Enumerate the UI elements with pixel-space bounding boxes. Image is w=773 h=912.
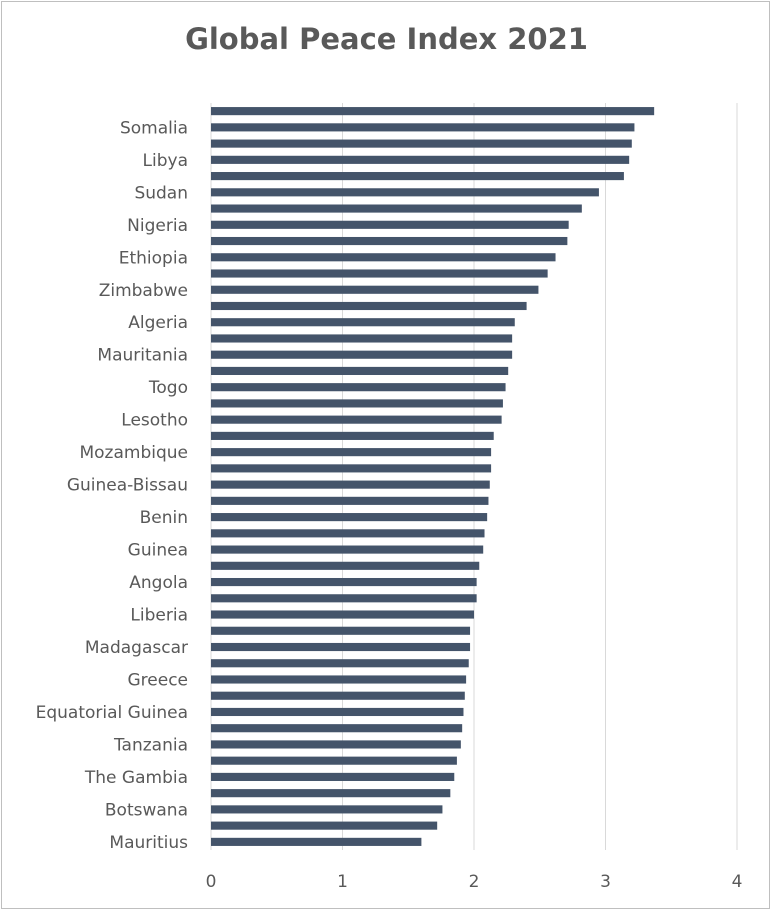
category-label: Lesotho: [121, 411, 188, 431]
category-label: Benin: [140, 508, 188, 528]
bar: [211, 642, 471, 652]
bar: [211, 334, 513, 343]
bar: [211, 496, 489, 505]
bar: [211, 155, 630, 164]
bar: [211, 691, 465, 700]
bar: [211, 740, 461, 749]
bar: [211, 236, 568, 246]
category-label: Mauritania: [97, 346, 188, 366]
category-label: Sudan: [134, 183, 188, 203]
x-tick-label: 4: [732, 872, 743, 892]
bar: [211, 204, 582, 213]
bar: [211, 821, 438, 830]
category-label: Guinea: [128, 541, 188, 561]
category-label: Togo: [148, 378, 188, 398]
bar: [211, 772, 455, 781]
bar: [211, 383, 506, 392]
category-label: Guinea-Bissau: [67, 476, 188, 496]
bar: [211, 269, 548, 278]
bar: [211, 188, 599, 197]
category-label: Botswana: [105, 800, 188, 820]
bar: [211, 577, 477, 587]
bar: [211, 659, 469, 668]
bar: [211, 529, 485, 538]
bar: [211, 724, 463, 733]
category-label: Greece: [127, 670, 188, 690]
category-label: Mauritius: [109, 833, 188, 853]
category-label: Tanzania: [113, 735, 188, 755]
category-label: Zimbabwe: [99, 281, 188, 301]
bar: [211, 464, 492, 473]
x-tick-label: 1: [337, 872, 348, 892]
gridlines: [210, 103, 738, 850]
category-label: Equatorial Guinea: [36, 703, 188, 723]
bar: [211, 366, 509, 376]
category-label: Angola: [129, 573, 188, 593]
bar: [211, 253, 556, 262]
bar: [211, 545, 484, 554]
bar: [211, 626, 471, 635]
bar: [211, 707, 464, 717]
bar: [211, 837, 422, 846]
category-label: Algeria: [128, 313, 188, 333]
bar: [211, 172, 624, 181]
bar: [211, 220, 569, 229]
category-label: Ethiopia: [119, 248, 188, 268]
x-tick-label: 0: [206, 872, 217, 892]
bar: [211, 318, 515, 327]
bar: [211, 610, 474, 619]
category-label: The Gambia: [84, 768, 188, 788]
bars: [211, 107, 655, 846]
bar: [211, 789, 451, 798]
category-label: Madagascar: [85, 638, 188, 658]
bar: [211, 561, 480, 570]
chart-title: Global Peace Index 2021: [185, 22, 588, 56]
category-label: Nigeria: [127, 216, 188, 236]
x-tick-label: 3: [600, 872, 611, 892]
category-labels: Somalia Libya Sudan Nigeria Ethiopia Zimbabwe…: [36, 118, 189, 853]
bar: [211, 513, 488, 522]
bar: [211, 285, 539, 294]
category-label: Libya: [143, 151, 188, 171]
bar: [211, 756, 457, 765]
x-tick-label: 2: [469, 872, 480, 892]
bar: [211, 480, 490, 489]
bar: [211, 350, 513, 359]
category-label: Somalia: [120, 118, 188, 138]
bar: [211, 415, 502, 424]
bar: [211, 675, 467, 684]
bar: [211, 301, 527, 311]
bar: [211, 594, 477, 603]
bar: [211, 139, 632, 148]
bar: [211, 399, 503, 408]
x-axis-tick-labels: 0 1 2 3 4: [206, 872, 743, 892]
bar: [211, 107, 655, 116]
bar: [211, 431, 494, 440]
bar: [211, 805, 443, 814]
bar: [211, 123, 635, 132]
bar: [211, 448, 492, 457]
category-label: Liberia: [130, 606, 188, 626]
category-label: Mozambique: [79, 443, 188, 463]
